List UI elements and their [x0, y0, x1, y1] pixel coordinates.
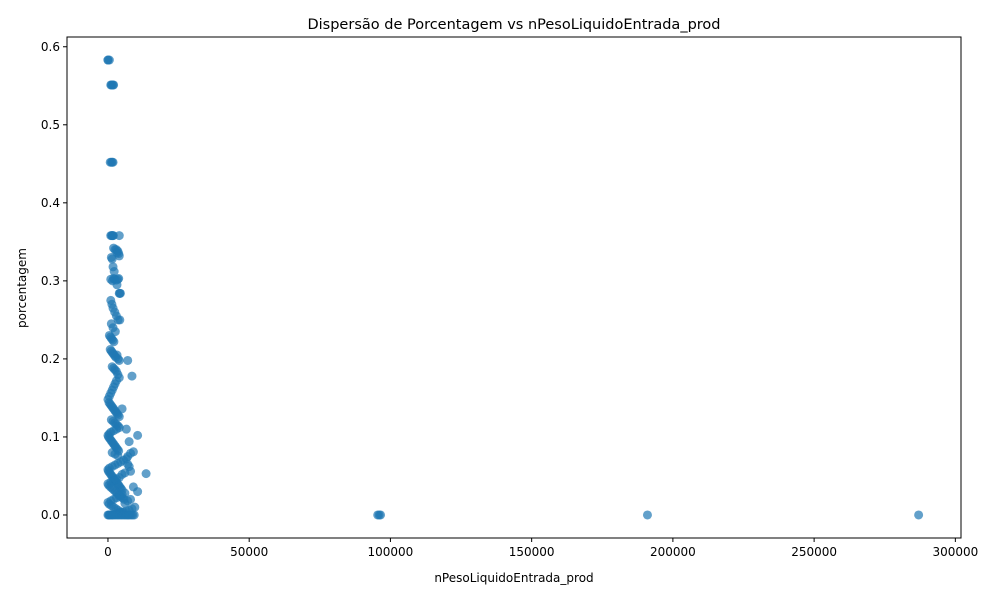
x-tick-label: 250000 — [791, 545, 837, 559]
x-tick-label: 50000 — [230, 545, 268, 559]
data-points — [103, 55, 924, 520]
plot-area-frame — [66, 36, 962, 539]
y-tick-label: 0.3 — [41, 274, 60, 288]
data-point — [109, 80, 119, 90]
y-tick-label: 0.6 — [41, 40, 60, 54]
y-tick-label: 0.5 — [41, 118, 60, 132]
data-point — [141, 469, 151, 479]
x-tick-label: 100000 — [368, 545, 414, 559]
data-point — [117, 404, 127, 414]
y-tick-label: 0.1 — [41, 430, 60, 444]
data-point — [133, 487, 143, 497]
chart-title: Dispersão de Porcentagem vs nPesoLiquido… — [307, 17, 720, 33]
data-point — [127, 371, 137, 381]
data-point — [126, 494, 136, 504]
y-axis-label: porcentagem — [15, 248, 29, 328]
data-point — [115, 288, 125, 298]
data-point — [121, 424, 131, 434]
data-point — [123, 355, 133, 365]
data-point — [642, 510, 652, 520]
x-axis-label: nPesoLiquidoEntrada_prod — [434, 571, 593, 585]
data-point — [133, 430, 143, 440]
data-point — [115, 315, 125, 325]
data-point — [129, 510, 139, 520]
data-point — [109, 337, 119, 347]
x-tick-label: 300000 — [932, 545, 978, 559]
data-point — [109, 267, 119, 276]
y-tick-label: 0.4 — [41, 196, 60, 210]
data-point — [114, 412, 124, 422]
x-tick-label: 150000 — [509, 545, 555, 559]
data-point — [103, 55, 113, 65]
data-point — [124, 437, 134, 447]
x-axis-ticks: 0 50000 100000 150000 200000 250000 300000 — [104, 538, 978, 559]
data-point — [112, 280, 122, 290]
data-point — [376, 510, 386, 520]
x-tick-label: 0 — [104, 545, 112, 559]
data-point — [114, 355, 124, 365]
data-point — [914, 510, 924, 520]
x-tick-label: 200000 — [650, 545, 696, 559]
y-tick-label: 0.2 — [41, 352, 60, 366]
y-tick-label: 0.0 — [41, 508, 60, 522]
data-point — [114, 249, 124, 259]
y-axis-ticks: 0.0 0.1 0.2 0.3 0.4 0.5 0.6 — [41, 40, 67, 522]
data-point — [107, 254, 117, 264]
data-point — [114, 231, 124, 241]
data-point — [108, 157, 118, 167]
